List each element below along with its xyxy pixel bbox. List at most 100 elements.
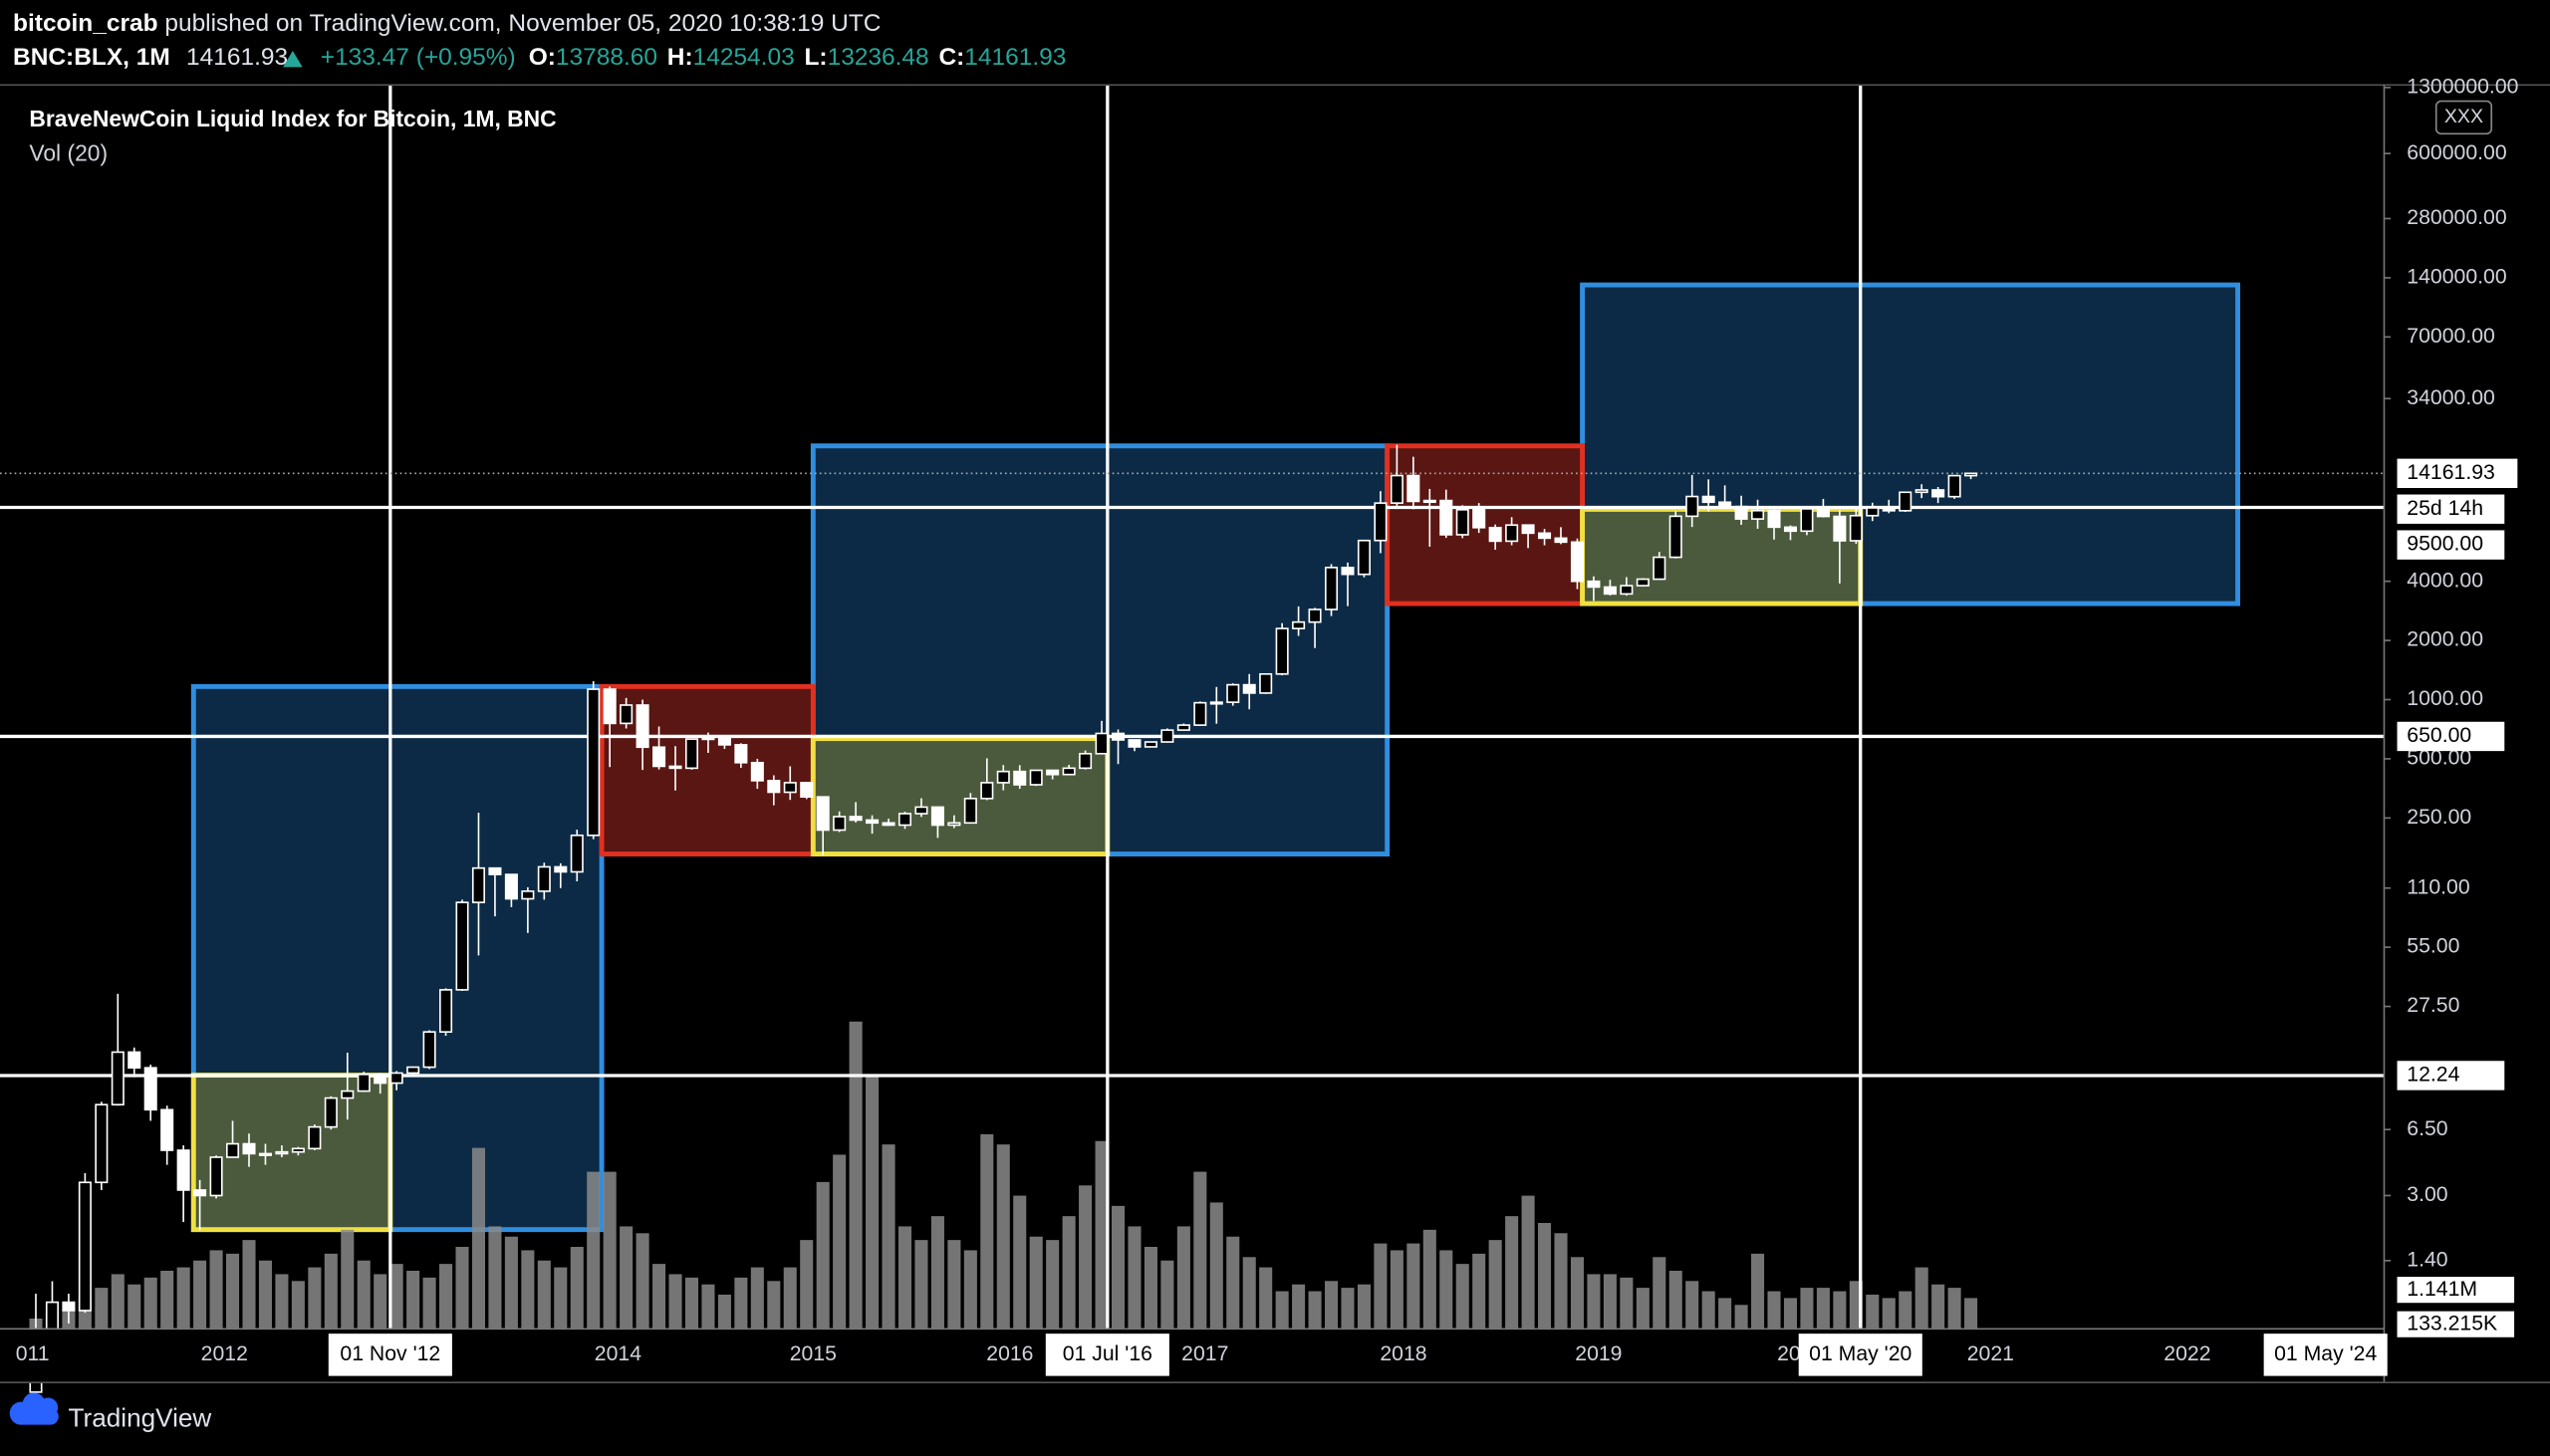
volume-bar	[603, 1171, 617, 1330]
volume-bar	[652, 1264, 666, 1330]
volume-bar	[1947, 1288, 1961, 1330]
volume-bar	[996, 1144, 1010, 1330]
volume-bar	[1013, 1195, 1027, 1330]
candle-body	[1422, 499, 1436, 504]
volume-bar	[1899, 1291, 1912, 1330]
volume-bar	[1259, 1267, 1273, 1330]
volume-bar	[668, 1274, 682, 1330]
candle-body	[1816, 508, 1830, 518]
candle-body	[1701, 495, 1715, 504]
volume-bar	[160, 1270, 174, 1330]
candle-body	[1685, 495, 1699, 518]
hline-tag	[2397, 530, 2505, 560]
volume-bar	[1226, 1236, 1240, 1330]
candle-body	[341, 1090, 355, 1099]
volume-bar	[455, 1247, 469, 1330]
candle-body	[111, 1051, 125, 1106]
volume-bar	[226, 1253, 240, 1330]
volume-bar	[193, 1260, 207, 1330]
y-tick-label: 600000.00	[2407, 141, 2506, 164]
volume-bar	[1488, 1240, 1502, 1330]
candle-body	[816, 796, 830, 832]
candle-body	[866, 819, 880, 825]
logo	[9, 1392, 59, 1425]
hline-tag	[2397, 721, 2505, 752]
candle-body	[324, 1096, 338, 1128]
volume-bar	[209, 1250, 223, 1330]
candle-body	[1636, 578, 1650, 587]
x-tick-label: 2021	[1967, 1342, 2014, 1365]
volume-bar	[1767, 1291, 1781, 1330]
header-line: bitcoin_crab published on TradingView.co…	[13, 10, 881, 37]
volume-bar	[684, 1277, 699, 1330]
volume-bar	[1587, 1274, 1601, 1330]
candle-body	[1160, 729, 1174, 743]
volume-bar	[308, 1267, 322, 1330]
candle-body	[1128, 739, 1142, 748]
candle-body	[1587, 580, 1601, 589]
ohlc-value: 13236.48	[828, 45, 929, 72]
candle-body	[1341, 567, 1355, 576]
volume-bar	[1455, 1264, 1469, 1330]
volume-bar	[1833, 1291, 1847, 1330]
candle-body	[570, 834, 584, 873]
y-tick-label: 2000.00	[2407, 628, 2483, 651]
y-tick-label: 250.00	[2407, 806, 2471, 829]
volume-bar	[1160, 1260, 1174, 1330]
candle-body	[1767, 509, 1781, 529]
candle-body	[914, 806, 928, 815]
x-tick-label: 2012	[201, 1342, 248, 1365]
button-label[interactable]: XXX	[2444, 106, 2483, 127]
candle-body	[1833, 515, 1847, 542]
volume-bar	[1079, 1185, 1093, 1330]
y-tick-label: 34000.00	[2407, 386, 2495, 409]
volume-bar	[1603, 1274, 1617, 1330]
candle-body	[1914, 489, 1928, 494]
candle-body	[1931, 489, 1945, 498]
candle-body	[1176, 724, 1190, 731]
legend-volume: Vol (20)	[29, 140, 108, 166]
candle-body	[1964, 472, 1978, 477]
y-tick-label: 6.50	[2407, 1117, 2447, 1140]
button[interactable]	[2434, 100, 2493, 135]
symbol-line: BNC:BLX, 1M 14161.93 +133.47 (+0.95%) O:137…	[13, 45, 1066, 72]
candle-body	[1079, 752, 1093, 770]
candle-body	[1357, 539, 1371, 576]
volume-bar	[1816, 1288, 1830, 1330]
volume-bar	[143, 1277, 157, 1330]
last-price-tag-label: 14161.93	[2407, 461, 2495, 484]
ohlc: O:13788.60 H:14254.03 L:13236.48 C:14161.93	[529, 45, 1067, 72]
candle-body	[636, 704, 649, 749]
y-tick-label: 70000.00	[2407, 325, 2495, 348]
candle-body	[308, 1125, 322, 1150]
y-tick-label: 27.50	[2407, 994, 2459, 1017]
candle-body	[422, 1031, 436, 1069]
volume-bar	[1095, 1140, 1109, 1330]
candle-body	[1653, 556, 1666, 581]
date-tag	[328, 1334, 452, 1376]
candle-body	[996, 770, 1010, 784]
axes: 1300000.00 600000.00 280000.00 140000.00 700…	[0, 75, 2550, 1383]
candle-body	[1751, 509, 1765, 520]
candle-body	[1029, 769, 1043, 786]
candle-body	[193, 1189, 207, 1197]
volume-bar	[849, 1021, 863, 1330]
y-tick-label: 140000.00	[2407, 266, 2506, 289]
volume-bar	[930, 1216, 944, 1330]
candle-body	[389, 1072, 403, 1085]
candle-body	[1455, 509, 1469, 536]
candle-body	[226, 1142, 240, 1158]
volume-bar	[1783, 1298, 1798, 1330]
volume-bar	[734, 1277, 748, 1330]
y-tick-label: 4000.00	[2407, 569, 2483, 592]
candle-body	[947, 822, 961, 827]
candle-body	[1521, 524, 1535, 535]
ohlc-value: 13788.60	[556, 45, 657, 72]
date-tag-label: 01 Nov '12	[340, 1342, 440, 1365]
volume-bar	[111, 1274, 125, 1330]
candle-body	[1374, 502, 1388, 542]
candle-body	[849, 816, 863, 822]
volume-bar	[1964, 1298, 1978, 1330]
volume-bar	[1472, 1253, 1486, 1330]
published: published on TradingView.com, November 0…	[164, 10, 881, 37]
